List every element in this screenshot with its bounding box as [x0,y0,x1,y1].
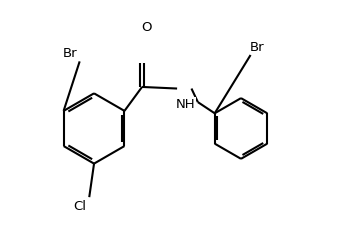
Text: O: O [141,21,152,34]
Text: NH: NH [175,98,195,111]
Text: Cl: Cl [73,200,86,213]
Text: Br: Br [63,47,78,60]
Text: Br: Br [250,40,264,54]
